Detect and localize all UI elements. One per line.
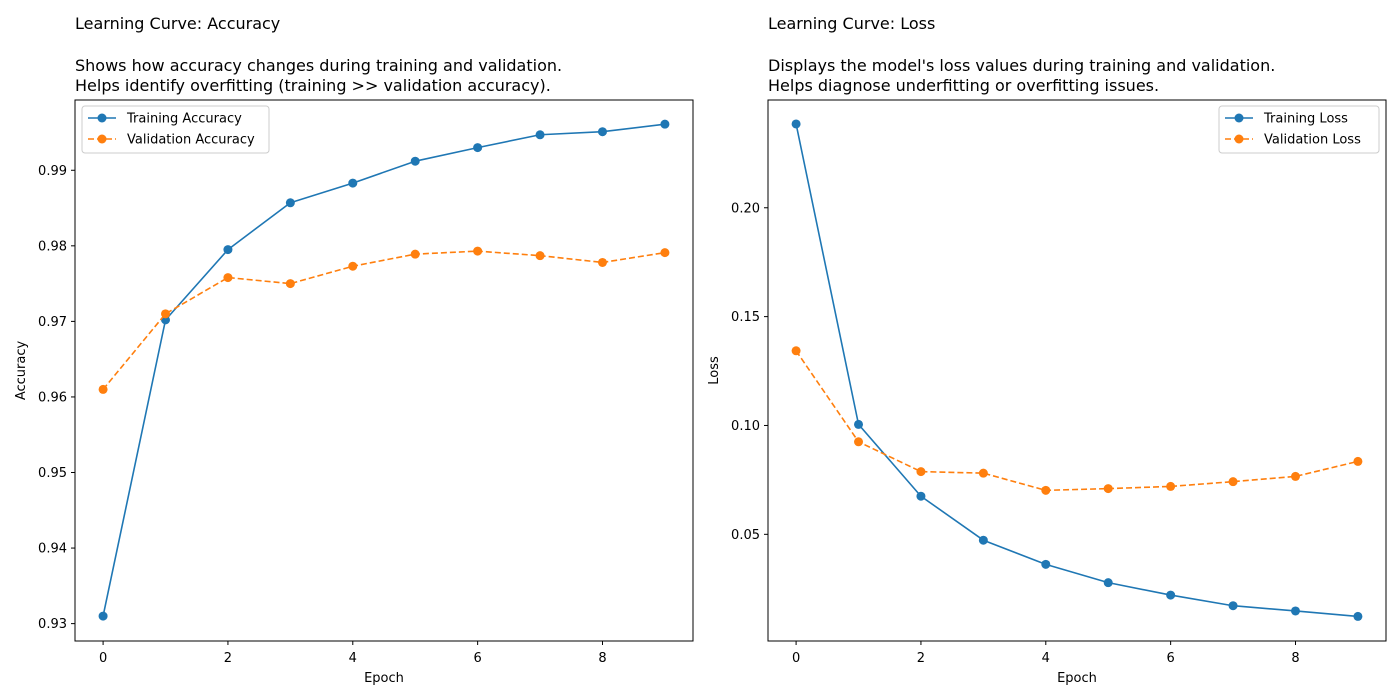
loss-x-tick-label: 2: [917, 651, 925, 666]
loss-y-tick-label: 0.20: [731, 201, 760, 216]
validation-accuracy-point: [98, 384, 108, 394]
validation-loss-point: [791, 346, 801, 356]
training-loss-legend-label: Training Loss: [1263, 112, 1348, 127]
validation-accuracy-point: [223, 273, 233, 283]
training-accuracy-legend-marker: [97, 113, 107, 123]
training-accuracy-point: [98, 611, 108, 621]
accuracy-y-tick-label: 0.99: [38, 164, 67, 179]
loss-x-tick-label: 4: [1042, 651, 1050, 666]
loss-y-tick-label: 0.05: [731, 528, 760, 543]
training-loss-point: [978, 535, 988, 545]
validation-accuracy-point: [161, 309, 171, 319]
validation-loss-point: [978, 468, 988, 478]
accuracy-plot-area: 0 2 4 6 8 0.93 0.94 0.95 0.96 0.97 0.98 0.99 Epoch Ac…: [14, 99, 694, 686]
training-accuracy-point: [348, 178, 358, 188]
loss-legend: Training Loss Validation Loss: [1218, 105, 1380, 154]
training-loss-line: [795, 123, 1358, 618]
accuracy-x-axis-label: Epoch: [364, 671, 404, 686]
loss-panel: Learning Curve: Loss Displays the model'…: [707, 14, 1387, 686]
training-accuracy-point: [535, 130, 545, 140]
validation-accuracy-point: [597, 257, 607, 267]
training-loss-point: [1166, 590, 1176, 600]
accuracy-y-tick-label: 0.97: [38, 315, 67, 330]
training-loss-point: [1041, 559, 1051, 569]
validation-accuracy-point: [535, 251, 545, 261]
accuracy-y-tick-label: 0.93: [38, 617, 67, 632]
accuracy-y-axis-label: Accuracy: [14, 341, 29, 401]
training-accuracy-point: [660, 119, 670, 129]
loss-chart-title: Learning Curve: Loss: [768, 14, 935, 33]
accuracy-chart-subtitle-line-2: Helps identify overfitting (training >> …: [75, 76, 551, 95]
loss-y-tick-label: 0.15: [731, 310, 760, 325]
accuracy-x-tick-label: 6: [473, 651, 481, 666]
training-accuracy-point: [223, 245, 233, 255]
loss-axes-frame: [767, 99, 1387, 642]
loss-y-tick-label: 0.10: [731, 419, 760, 434]
validation-accuracy-point: [410, 249, 420, 259]
training-loss-point: [791, 119, 801, 129]
accuracy-y-tick-label: 0.95: [38, 466, 67, 481]
training-accuracy-point: [473, 143, 483, 153]
accuracy-x-tick-label: 2: [224, 651, 232, 666]
training-loss-point: [1353, 611, 1363, 621]
accuracy-y-tick-label: 0.96: [38, 390, 67, 405]
training-accuracy-line: [102, 123, 666, 617]
validation-loss-point: [1228, 477, 1238, 487]
validation-accuracy-point: [348, 261, 358, 271]
loss-x-tick-label: 8: [1291, 651, 1299, 666]
validation-loss-legend-marker: [1234, 134, 1244, 144]
loss-x-axis-label: Epoch: [1057, 671, 1097, 686]
training-loss-legend-marker: [1234, 113, 1244, 123]
validation-accuracy-line: [102, 250, 666, 390]
accuracy-x-tick-label: 8: [598, 651, 606, 666]
accuracy-axes-frame: [74, 99, 694, 642]
validation-accuracy-legend-marker: [97, 134, 107, 144]
validation-loss-point: [1103, 484, 1113, 494]
training-loss-point: [916, 491, 926, 501]
loss-legend-box: [1218, 105, 1380, 154]
accuracy-legend: Training Accuracy Validation Accuracy: [81, 105, 270, 154]
validation-accuracy-point: [660, 248, 670, 258]
loss-plot-area: 0 2 4 6 8 0.05 0.10 0.15 0.20 Epoch Loss Training L…: [707, 99, 1387, 686]
loss-x-tick-label: 0: [792, 651, 800, 666]
accuracy-y-tick-label: 0.94: [38, 542, 67, 557]
validation-loss-legend-label: Validation Loss: [1264, 133, 1361, 148]
loss-y-axis-label: Loss: [707, 356, 722, 385]
accuracy-x-tick-label: 4: [349, 651, 357, 666]
accuracy-chart-subtitle-line-1: Shows how accuracy changes during traini…: [75, 56, 562, 75]
validation-loss-point: [1353, 456, 1363, 466]
accuracy-legend-box: [81, 105, 270, 154]
loss-chart-subtitle-line-2: Helps diagnose underfitting or overfitti…: [768, 76, 1159, 95]
training-accuracy-point: [410, 156, 420, 166]
validation-loss-point: [1290, 471, 1300, 481]
accuracy-x-tick-label: 0: [99, 651, 107, 666]
training-accuracy-point: [597, 127, 607, 137]
loss-x-tick-label: 6: [1166, 651, 1174, 666]
training-accuracy-legend-label: Training Accuracy: [126, 112, 242, 127]
validation-loss-line: [795, 350, 1359, 492]
validation-loss-point: [854, 437, 864, 447]
validation-accuracy-point: [473, 246, 483, 256]
accuracy-chart-title: Learning Curve: Accuracy: [75, 14, 280, 33]
validation-accuracy-legend-label: Validation Accuracy: [127, 133, 255, 148]
training-loss-point: [1103, 578, 1113, 588]
training-accuracy-point: [285, 198, 295, 208]
validation-loss-point: [1041, 485, 1051, 495]
validation-loss-point: [1166, 481, 1176, 491]
training-loss-point: [1228, 601, 1238, 611]
accuracy-panel: Learning Curve: Accuracy Shows how accur…: [14, 14, 694, 686]
training-loss-point: [854, 419, 864, 429]
validation-loss-point: [916, 467, 926, 477]
loss-chart-subtitle-line-1: Displays the model's loss values during …: [768, 56, 1275, 75]
validation-accuracy-point: [285, 279, 295, 289]
training-loss-point: [1290, 606, 1300, 616]
accuracy-y-tick-label: 0.98: [38, 239, 67, 254]
